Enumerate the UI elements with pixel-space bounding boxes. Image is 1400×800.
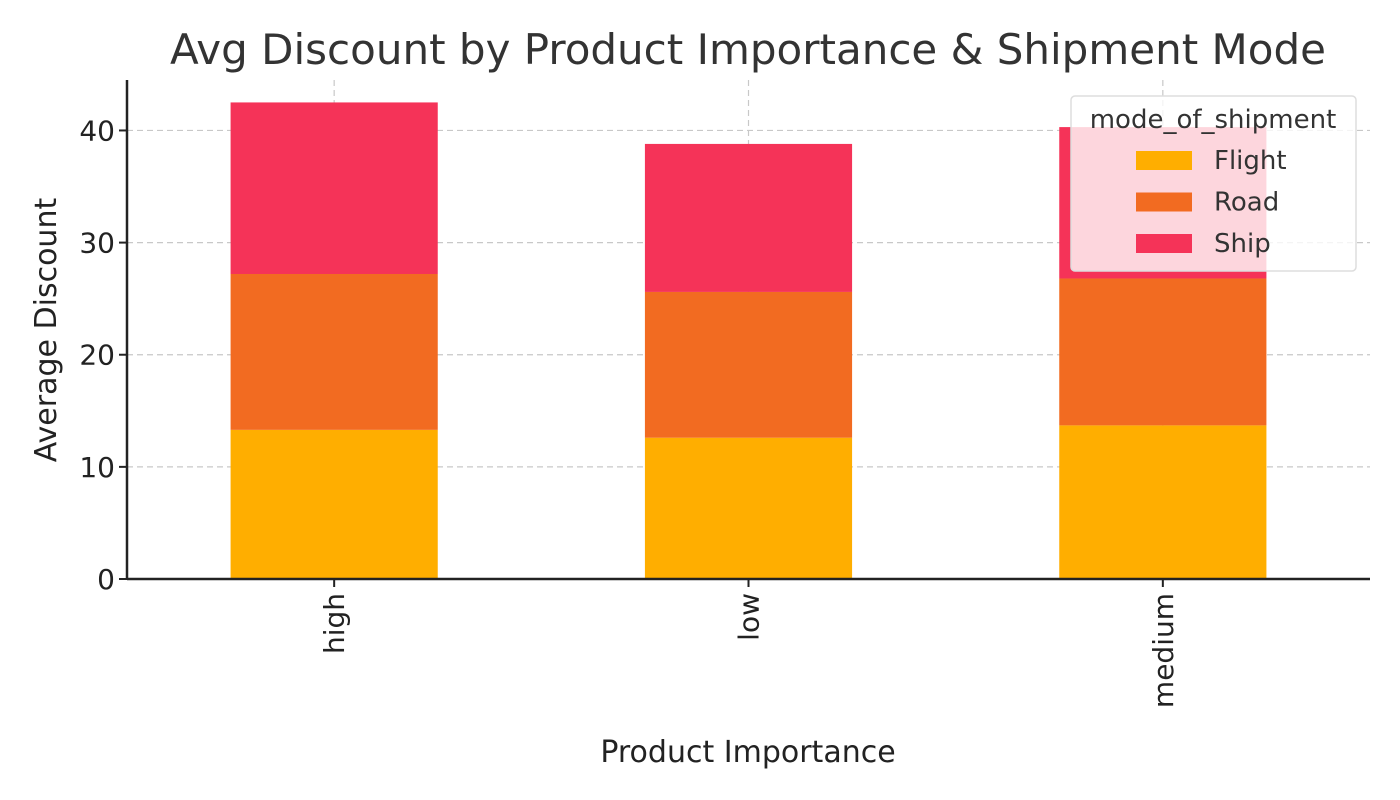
legend-box xyxy=(1070,95,1357,272)
bar-ship-low xyxy=(644,143,853,292)
bar-road-high xyxy=(230,273,438,430)
x-tick-label: medium xyxy=(1147,593,1180,708)
legend-label-ship: Ship xyxy=(1214,229,1271,259)
y-tick-label: 40 xyxy=(79,114,115,147)
y-tick-label: 20 xyxy=(79,339,115,372)
y-tick-label: 30 xyxy=(79,227,115,260)
y-ticks: 0 10 20 30 40 xyxy=(79,114,127,596)
x-ticks: high low medium xyxy=(318,579,1180,708)
legend-swatch-flight xyxy=(1136,151,1192,170)
x-tick-label: low xyxy=(733,593,766,641)
legend-label-flight: Flight xyxy=(1214,146,1287,176)
legend-label-road: Road xyxy=(1214,188,1279,218)
bar-road-low xyxy=(644,291,853,438)
x-axis-label: Product Importance xyxy=(600,735,895,770)
bar-flight-high xyxy=(230,429,438,579)
legend: mode_of_shipment Flight Road Ship xyxy=(1070,95,1357,272)
bar-flight-low xyxy=(644,437,853,579)
legend-swatch-ship xyxy=(1136,234,1192,253)
legend-title: mode_of_shipment xyxy=(1090,105,1337,135)
bar-ship-high xyxy=(230,102,438,274)
x-tick-label: high xyxy=(318,593,351,654)
y-tick-label: 0 xyxy=(97,563,115,596)
y-tick-label: 10 xyxy=(79,451,115,484)
bar-flight-medium xyxy=(1059,425,1267,579)
legend-swatch-road xyxy=(1136,192,1192,212)
bar-road-medium xyxy=(1059,278,1267,426)
chart-title: Avg Discount by Product Importance & Shi… xyxy=(170,25,1326,74)
y-axis-label: Average Discount xyxy=(29,198,64,463)
